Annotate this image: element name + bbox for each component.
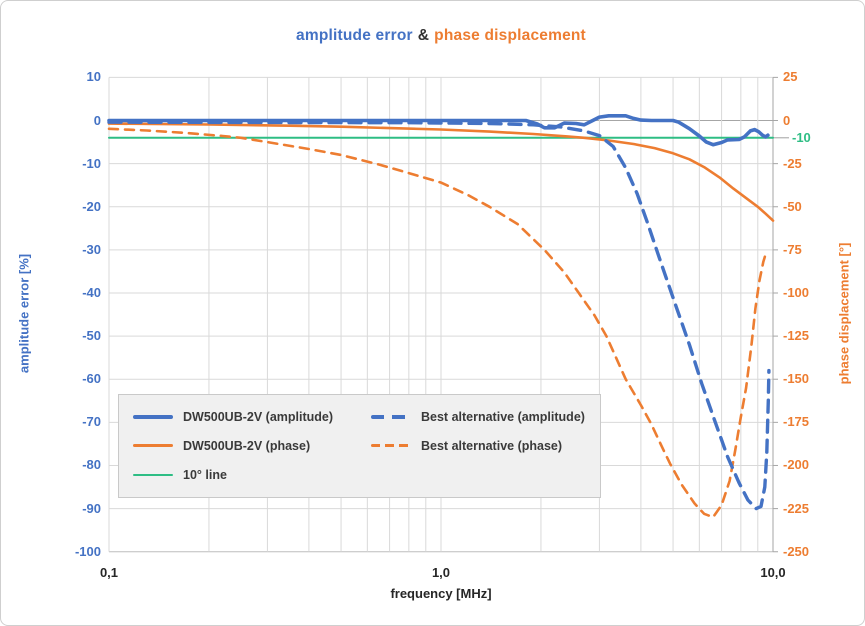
y-right-tick-label: -175	[783, 414, 810, 430]
series-line-best-alternative-phase-	[107, 127, 768, 519]
y-right-tick-label: -50	[783, 198, 802, 214]
y-right-tick-label: -25	[783, 155, 802, 171]
chart-title: amplitude error & phase displacement	[109, 27, 773, 45]
legend-swatch-dw-amplitude	[133, 415, 173, 420]
legend-label-ten-degree-line: 10° line	[183, 467, 227, 482]
y-left-tick-label: -80	[82, 457, 101, 473]
series-line-best-alternative-amplitude-	[107, 120, 771, 511]
y-left-tick-label: -60	[82, 371, 101, 387]
y-right-tick-label: -200	[783, 457, 810, 473]
legend-item-dw-phase: DW500UB-2V (phase)	[133, 439, 371, 453]
x-tick-label: 10,0	[760, 565, 786, 580]
y-left-tick-label: -20	[82, 198, 101, 214]
y-left-tick-label: -50	[82, 328, 101, 344]
y-left-tick-label: 10	[86, 69, 101, 85]
x-tick-label: 1,0	[431, 565, 451, 580]
y-right-tick-label: -225	[783, 500, 810, 516]
y-right-tick-label: 25	[783, 69, 798, 85]
legend-item-best-phase: Best alternative (phase)	[371, 439, 596, 453]
x-axis-title: frequency [MHz]	[390, 586, 492, 601]
legend-swatch-dw-phase	[133, 444, 173, 448]
legend-item-ten-degree-line: 10° line	[133, 468, 371, 482]
y-right-tick-label: -75	[783, 241, 802, 257]
legend-label-best-phase: Best alternative (phase)	[421, 438, 563, 453]
y-left-tick-label: -90	[82, 500, 101, 516]
y-left-tick-label: -30	[82, 241, 101, 257]
y-right-tick-label: -125	[783, 328, 810, 344]
legend-item-best-amplitude: Best alternative (amplitude)	[371, 410, 596, 424]
chart-title-phase: phase displacement	[434, 27, 586, 44]
x-tick-label: 0,1	[99, 565, 119, 580]
legend-box: DW500UB-2V (amplitude) Best alternative …	[118, 394, 601, 498]
y-left-tick-label: -40	[82, 284, 101, 300]
y-left-axis-title: amplitude error [%]	[16, 253, 32, 374]
legend-item-dw-amplitude: DW500UB-2V (amplitude)	[133, 410, 371, 424]
chart-title-separator: &	[417, 27, 430, 44]
y-left-tick-label: -10	[82, 155, 101, 171]
y-left-tick-label: -70	[82, 414, 101, 430]
y-right-tick-label: -100	[783, 284, 810, 300]
y-left-tick-label: -100	[74, 543, 101, 559]
y-right-tick-label: 0	[783, 112, 791, 128]
y-right-tick-label: -150	[783, 371, 810, 387]
series-line-dw500ub-2v-amplitude-	[107, 114, 770, 147]
y-right-tick-label: -250	[783, 543, 810, 559]
series-line-dw500ub-2v-phase-	[107, 122, 775, 222]
legend-swatch-best-amplitude	[371, 415, 411, 420]
legend-label-dw-phase: DW500UB-2V (phase)	[183, 438, 311, 453]
legend-swatch-best-phase	[371, 444, 411, 448]
legend-label-best-amplitude: Best alternative (amplitude)	[421, 410, 585, 425]
y-left-tick-label: 0	[93, 112, 101, 128]
chart-title-amplitude: amplitude error	[296, 27, 413, 44]
ten-degree-annotation-label: -10	[792, 129, 811, 145]
legend-swatch-ten-degree-line	[133, 473, 173, 476]
legend-label-dw-amplitude: DW500UB-2V (amplitude)	[183, 410, 334, 425]
